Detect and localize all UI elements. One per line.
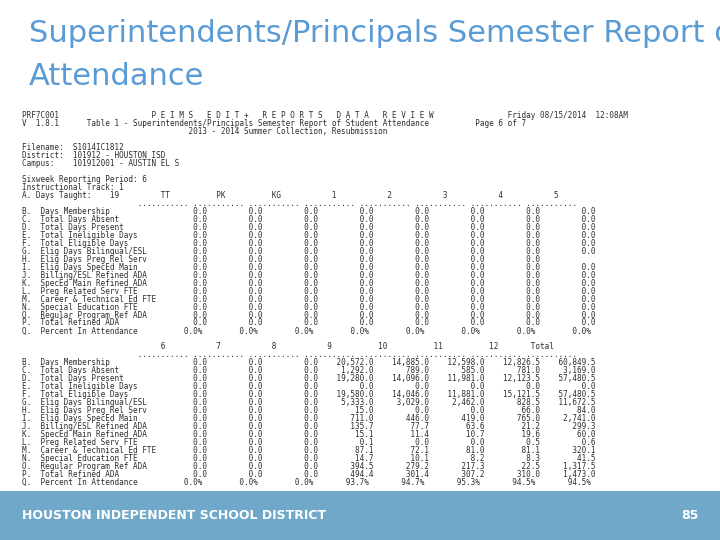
Text: Q.  Percent In Attendance          0.0%        0.0%        0.0%        0.0%     : Q. Percent In Attendance 0.0% 0.0% 0.0% … [22,327,590,335]
Text: N.  Special Education FTE            0.0         0.0         0.0        14.7    : N. Special Education FTE 0.0 0.0 0.0 14.… [22,454,595,463]
Text: J.  Billing/ESL Refined ADA          0.0         0.0         0.0         0.0    : J. Billing/ESL Refined ADA 0.0 0.0 0.0 0… [22,271,595,280]
Text: P.  Total Refined ADA                0.0         0.0         0.0       494.4    : P. Total Refined ADA 0.0 0.0 0.0 494.4 [22,470,595,480]
Text: B.  Days Membership                  0.0         0.0         0.0         0.0    : B. Days Membership 0.0 0.0 0.0 0.0 [22,207,595,215]
Text: B.  Days Membership                  0.0         0.0         0.0    20,572.0    : B. Days Membership 0.0 0.0 0.0 20,572.0 [22,359,595,367]
Text: I.  Elig Days SpecEd Main            0.0         0.0         0.0         0.0    : I. Elig Days SpecEd Main 0.0 0.0 0.0 0.0 [22,262,595,272]
FancyBboxPatch shape [0,491,720,540]
Text: E.  Total Ineligible Days            0.0         0.0         0.0         0.0    : E. Total Ineligible Days 0.0 0.0 0.0 0.0 [22,231,595,240]
Text: K.  SpecEd Main Refined ADA          0.0         0.0         0.0         0.0    : K. SpecEd Main Refined ADA 0.0 0.0 0.0 0… [22,279,595,287]
Text: ........... ........... ........... ........... ........... ........... ........: ........... ........... ........... ....… [22,199,577,207]
Text: F.  Total Eligible Days              0.0         0.0         0.0    19,580.0    : F. Total Eligible Days 0.0 0.0 0.0 19,58… [22,390,595,400]
Text: M.  Career & Technical Ed FTE        0.0         0.0         0.0        87.1    : M. Career & Technical Ed FTE 0.0 0.0 0.0… [22,447,595,455]
Text: L.  Preg Related Serv FTE            0.0         0.0         0.0         0.0    : L. Preg Related Serv FTE 0.0 0.0 0.0 0.0 [22,287,595,295]
Text: C.  Total Days Absent                0.0         0.0         0.0         0.0    : C. Total Days Absent 0.0 0.0 0.0 0.0 [22,214,595,224]
Text: O.  Regular Program Ref ADA          0.0         0.0         0.0         0.0    : O. Regular Program Ref ADA 0.0 0.0 0.0 0… [22,310,595,320]
Text: Superintendents/Principals Semester Report of Student: Superintendents/Principals Semester Repo… [29,19,720,48]
Text: H.  Elig Days Preg Rel Serv          0.0         0.0         0.0         0.0    : H. Elig Days Preg Rel Serv 0.0 0.0 0.0 0… [22,254,539,264]
Text: D.  Total Days Present               0.0         0.0         0.0         0.0    : D. Total Days Present 0.0 0.0 0.0 0.0 [22,222,595,232]
Text: P.  Total Refined ADA                0.0         0.0         0.0         0.0    : P. Total Refined ADA 0.0 0.0 0.0 0.0 [22,319,595,327]
Text: A. Days Taught:    19         TT          PK          KG           1           2: A. Days Taught: 19 TT PK KG 1 2 [22,191,558,200]
Text: Campus:    101912001 - AUSTIN EL S: Campus: 101912001 - AUSTIN EL S [22,159,179,167]
Text: L.  Preg Related Serv FTE            0.0         0.0         0.0         0.1    : L. Preg Related Serv FTE 0.0 0.0 0.0 0.1 [22,438,595,447]
Text: Instructional Track: 1: Instructional Track: 1 [22,183,123,192]
Text: Attendance: Attendance [29,62,204,91]
Text: 6           7           8           9          10          11          12       : 6 7 8 9 10 11 12 [22,342,554,352]
Text: 85: 85 [681,509,698,522]
Text: J.  Billing/ESL Refined ADA          0.0         0.0         0.0       135.7    : J. Billing/ESL Refined ADA 0.0 0.0 0.0 1… [22,422,595,431]
Text: H.  Elig Days Preg Rel Serv          0.0         0.0         0.0        15.0    : H. Elig Days Preg Rel Serv 0.0 0.0 0.0 1… [22,407,595,415]
Text: V  1.8.1      Table 1 - Superintendents/Principals Semester Report of Student At: V 1.8.1 Table 1 - Superintendents/Princi… [22,119,526,127]
Text: G.  Elig Days Bilingual/ESL          0.0         0.0         0.0         0.0    : G. Elig Days Bilingual/ESL 0.0 0.0 0.0 0… [22,247,595,255]
Text: M.  Career & Technical Ed FTE        0.0         0.0         0.0         0.0    : M. Career & Technical Ed FTE 0.0 0.0 0.0… [22,294,595,303]
Text: I.  Elig Days SpecEd Main            0.0         0.0         0.0       711.0    : I. Elig Days SpecEd Main 0.0 0.0 0.0 711… [22,414,595,423]
Text: K.  SpecEd Main Refined ADA          0.0         0.0         0.0        15.1    : K. SpecEd Main Refined ADA 0.0 0.0 0.0 1… [22,430,595,440]
Text: Filename:  S1014IC1812: Filename: S1014IC1812 [22,143,123,152]
Text: O.  Regular Program Ref ADA          0.0         0.0         0.0       394.5    : O. Regular Program Ref ADA 0.0 0.0 0.0 3… [22,462,595,471]
Text: F.  Total Eligible Days              0.0         0.0         0.0         0.0    : F. Total Eligible Days 0.0 0.0 0.0 0.0 [22,239,595,247]
Text: ........... ........... ........... ........... ........... ........... ........: ........... ........... ........... ....… [22,350,577,360]
Text: 2013 - 2014 Summer Collection, Resubmission: 2013 - 2014 Summer Collection, Resubmiss… [22,127,387,136]
Text: PRF7C001                    P E I M S   E D I T +   R E P O R T S   D A T A   R : PRF7C001 P E I M S E D I T + R E P O R T… [22,111,627,120]
Text: C.  Total Days Absent                0.0         0.0         0.0     1,292.0    : C. Total Days Absent 0.0 0.0 0.0 1,292.0 [22,367,595,375]
Text: D.  Total Days Present               0.0         0.0         0.0    19,280.0    : D. Total Days Present 0.0 0.0 0.0 19,280… [22,374,595,383]
Text: District:  101912 - HOUSTON ISD: District: 101912 - HOUSTON ISD [22,151,165,160]
Text: N.  Special Education FTE            0.0         0.0         0.0         0.0    : N. Special Education FTE 0.0 0.0 0.0 0.0 [22,302,595,312]
Text: Q.  Percent In Attendance          0.0%        0.0%        0.0%       93.7%     : Q. Percent In Attendance 0.0% 0.0% 0.0% … [22,478,590,487]
Text: G.  Elig Days Bilingual/ESL          0.0         0.0         0.0     5,333.0    : G. Elig Days Bilingual/ESL 0.0 0.0 0.0 5… [22,399,595,407]
Text: HOUSTON INDEPENDENT SCHOOL DISTRICT: HOUSTON INDEPENDENT SCHOOL DISTRICT [22,509,325,522]
Text: E.  Total Ineligible Days            0.0         0.0         0.0         0.0    : E. Total Ineligible Days 0.0 0.0 0.0 0.0 [22,382,595,392]
Text: Sixweek Reporting Period: 6: Sixweek Reporting Period: 6 [22,174,146,184]
